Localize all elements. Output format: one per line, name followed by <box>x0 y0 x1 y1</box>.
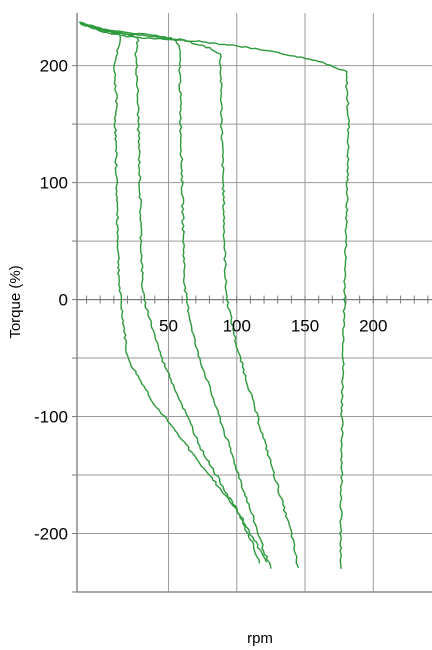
series-line-1 <box>80 23 300 569</box>
x-axis-title: rpm <box>247 630 273 647</box>
y-tick-label-0: 200 <box>40 57 68 76</box>
tick-labels: 50 100 150 200 200 100 0 -100 -200 <box>34 57 388 544</box>
y-tick-label-2: 0 <box>59 291 68 310</box>
x-tick-label-2: 150 <box>291 317 319 336</box>
series-line-0 <box>79 21 351 569</box>
series-line-2 <box>79 21 272 569</box>
series-line-3 <box>80 22 267 563</box>
y-tick-label-1: 100 <box>40 174 68 193</box>
x-tick-label-0: 50 <box>159 317 178 336</box>
y-tick-label-3: -100 <box>34 408 68 427</box>
series-line-4 <box>79 22 260 564</box>
x-tick-label-1: 100 <box>223 317 251 336</box>
y-axis-title: Torque (%) <box>7 265 24 338</box>
data-series <box>79 21 351 569</box>
plot-background <box>77 13 432 592</box>
x-tick-label-3: 200 <box>359 317 387 336</box>
y-tick-label-4: -200 <box>34 525 68 544</box>
grid-lines <box>77 13 432 593</box>
axis-ticks <box>72 65 429 593</box>
